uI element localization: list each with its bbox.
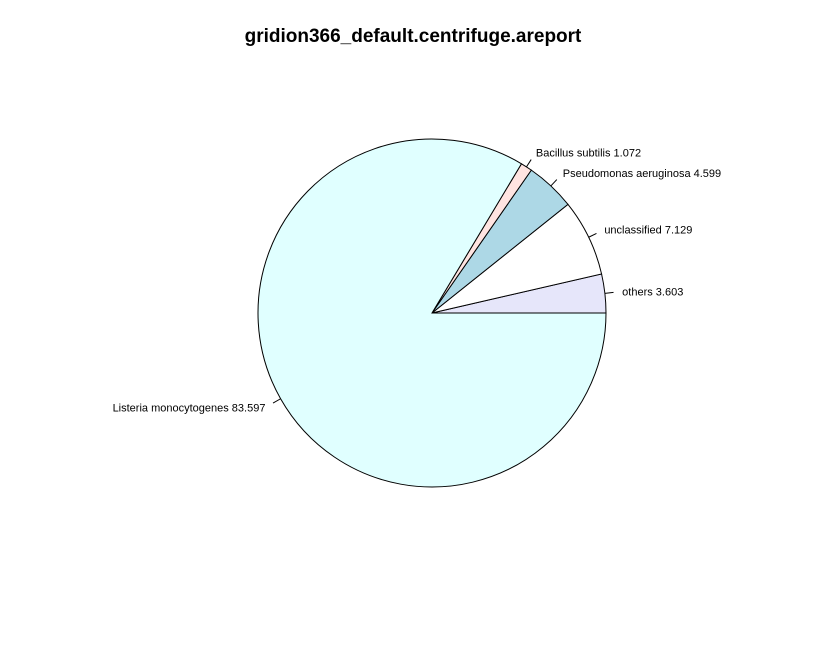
pie-tick-others [604, 291, 614, 294]
pie-label-pseudomonas-aeruginosa: Pseudomonas aeruginosa 4.599 [563, 168, 721, 180]
pie-tick-bacillus-subtilis [526, 159, 532, 168]
pie-label-others: others 3.603 [622, 286, 683, 298]
pie-tick-listeria-monocytogenes [272, 398, 281, 404]
pie-label-bacillus-subtilis: Bacillus subtilis 1.072 [536, 147, 641, 159]
chart-title: gridion366_default.centrifuge.areport [244, 26, 582, 47]
pie-label-listeria-monocytogenes: Listeria monocytogenes 83.597 [113, 402, 266, 414]
pie-tick-unclassified [588, 233, 597, 238]
pie-tick-pseudomonas-aeruginosa [550, 179, 558, 187]
pie-label-unclassified: unclassified 7.129 [604, 225, 692, 237]
